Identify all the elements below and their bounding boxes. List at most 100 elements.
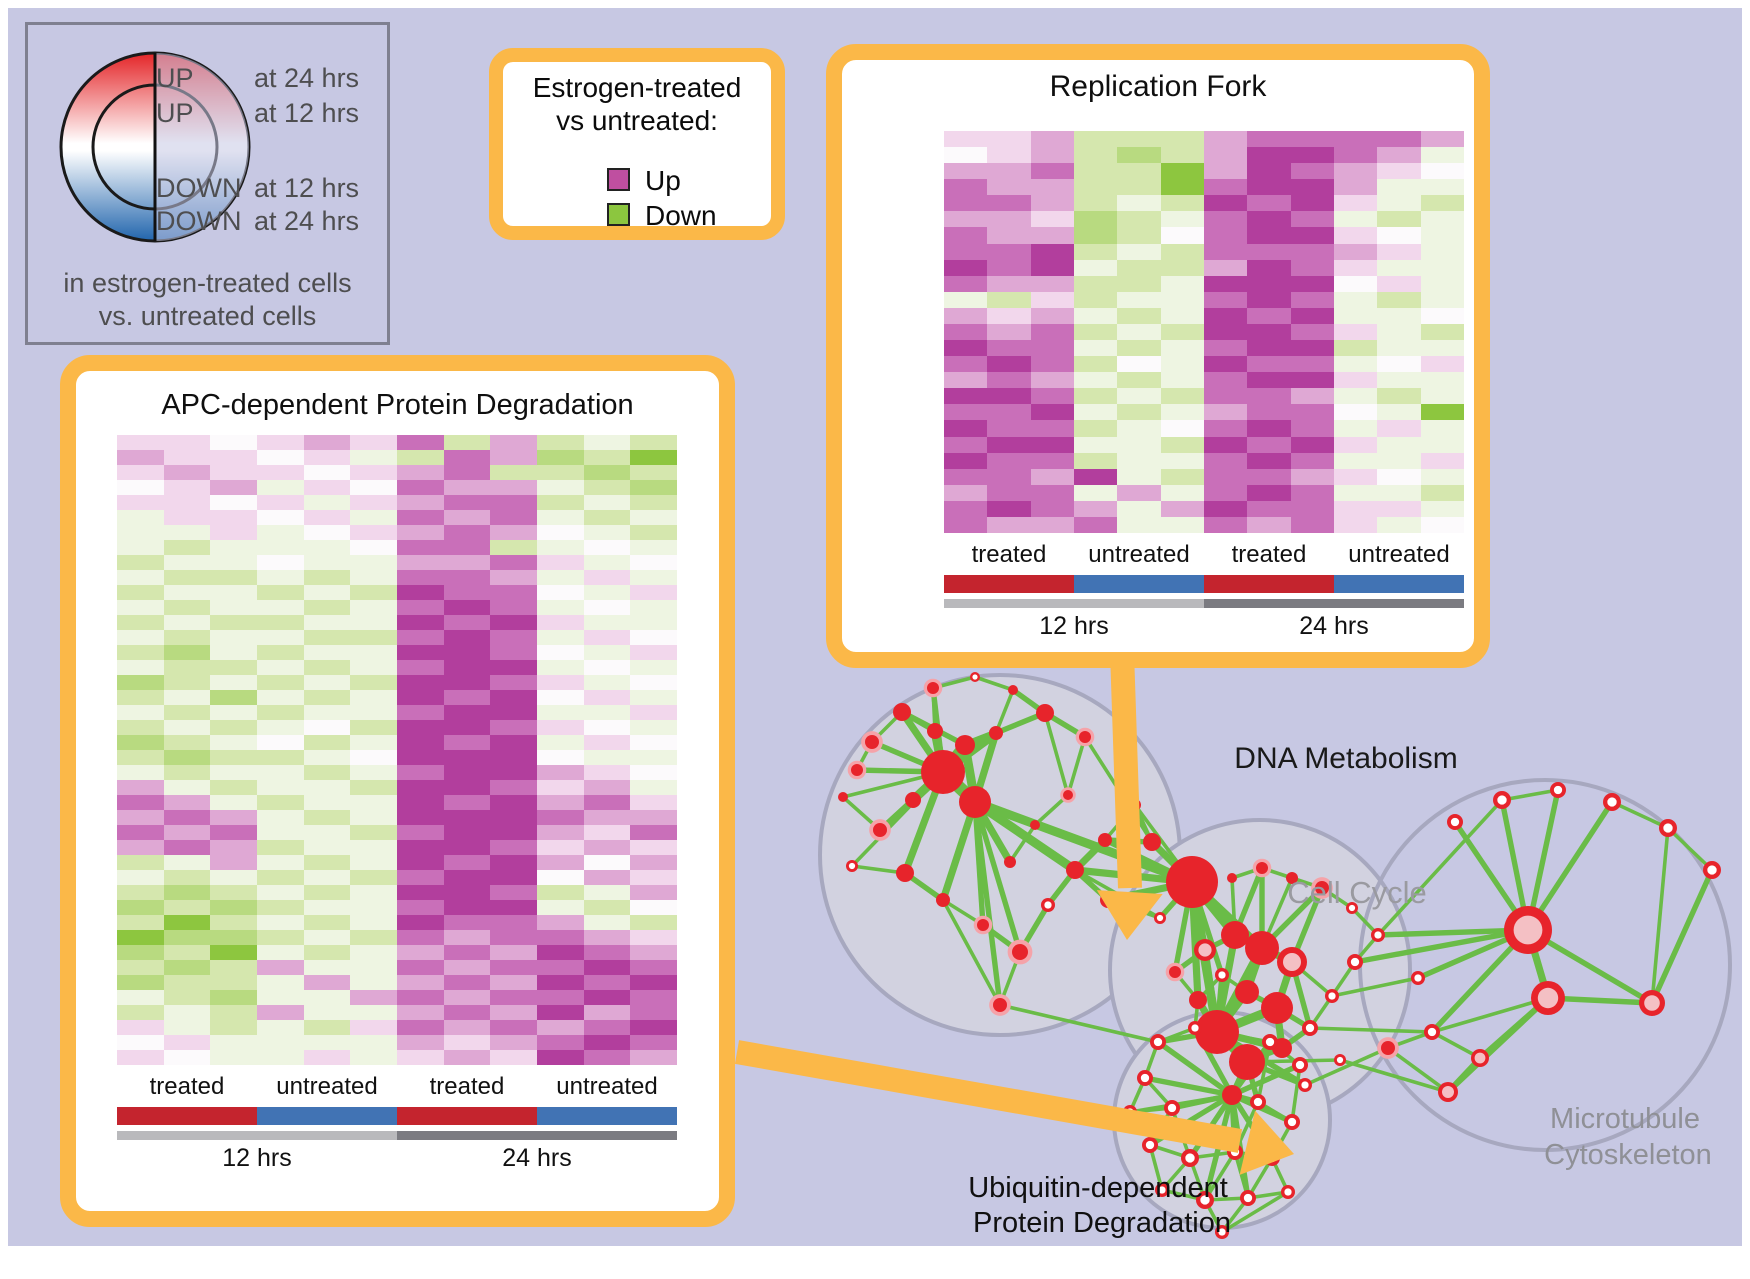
node-center-white: [1450, 817, 1460, 827]
condition-color-bars: [944, 575, 1464, 593]
network-node: [1098, 833, 1112, 847]
network-node: [1008, 685, 1018, 695]
node-center-pink: [1644, 995, 1660, 1011]
network-node: [1245, 931, 1279, 965]
legend-time: at 24 hrs: [254, 63, 360, 93]
legend-direction: DOWN: [156, 206, 242, 236]
network-node: [936, 893, 950, 907]
node-center-white: [1348, 904, 1356, 912]
condition-label: treated: [429, 1073, 505, 1100]
network-node: [865, 735, 879, 749]
node-center-white: [1607, 797, 1617, 807]
legend-time: at 12 hrs: [254, 98, 360, 128]
time-labels: 12 hrs 24 hrs: [117, 1144, 677, 1174]
condition-label: untreated: [556, 1073, 658, 1100]
condition-label: treated: [1231, 541, 1307, 568]
network-label: DNA Metabolism: [1234, 742, 1457, 775]
network-edge: [974, 675, 1014, 692]
network-edge: [1221, 1190, 1289, 1234]
node-center-white: [1140, 1073, 1150, 1083]
up-label: Up: [645, 165, 681, 196]
network-node: [893, 703, 911, 721]
time-labels: 12 hrs 24 hrs: [944, 612, 1464, 642]
network-node: [1227, 873, 1237, 883]
down-swatch: [607, 203, 630, 226]
network-node: [1079, 731, 1091, 743]
network-node: [1030, 820, 1040, 830]
network-edge: [1649, 868, 1715, 1005]
replication-fork-panel: Replication Fork treated untreated treated…: [826, 44, 1490, 668]
node-center-white: [1497, 795, 1507, 805]
network-node: [1189, 991, 1207, 1009]
time-color-bars: [944, 599, 1464, 608]
network-node: [873, 823, 887, 837]
node-center-white: [1427, 1027, 1437, 1037]
updown-circle-diagram: [59, 51, 251, 243]
network-edge: [972, 798, 1078, 874]
network-edge: [1354, 927, 1529, 965]
time-bar-24hrs: [397, 1131, 677, 1140]
network-edge: [939, 800, 979, 902]
node-center-white: [1044, 901, 1052, 909]
up-down-color-legend: Estrogen-treated vs untreated: Up Down: [489, 48, 785, 240]
network-node: [993, 998, 1007, 1012]
replication-fork-heatmap-block: treated untreated treated untreated 12 hrs 2…: [944, 131, 1464, 642]
network-edge: [1431, 1030, 1481, 1060]
untreated-bar: [1334, 575, 1464, 593]
node-center-white: [1301, 1081, 1309, 1089]
updown-circle-legend: UP at 24 hrs UP at 12 hrs DOWN at 12 hrs…: [25, 22, 390, 345]
network-node: [1222, 1085, 1242, 1105]
network-node: [1315, 881, 1329, 895]
network-edge: [1501, 788, 1559, 802]
network-node: [1066, 861, 1084, 879]
network-node: [1381, 1041, 1395, 1055]
network-node: [1261, 992, 1293, 1024]
legend-footer-line2: vs. untreated cells: [98, 301, 317, 331]
network-edge: [941, 899, 1002, 1006]
network-edge: [1386, 1046, 1450, 1094]
network-node: [1195, 1010, 1239, 1054]
time-label: 24 hrs: [502, 1144, 572, 1172]
untreated-bar: [537, 1107, 677, 1125]
node-center-white: [1287, 1117, 1297, 1127]
condition-labels: treated untreated treated untreated: [944, 541, 1464, 571]
network-edge: [1650, 827, 1670, 1004]
time-label: 24 hrs: [1299, 612, 1369, 640]
network-node: [977, 919, 989, 931]
network-edge: [1304, 1046, 1389, 1087]
replication-fork-to-dna-arrowhead: [1096, 890, 1163, 940]
network-node: [1166, 856, 1218, 908]
node-center-pink: [1537, 987, 1559, 1009]
node-center-white: [1158, 1186, 1166, 1194]
network-node: [1229, 1044, 1265, 1080]
apc-heatmap-block: treated untreated treated untreated 12 hrs 2…: [117, 435, 677, 1174]
node-center-white: [848, 862, 856, 870]
faded-right-half: [155, 53, 249, 241]
network-edge: [972, 801, 1023, 953]
network-node: [1063, 790, 1073, 800]
network-label: Cytoskeleton: [1544, 1139, 1712, 1171]
network-edge: [1377, 927, 1529, 938]
apc-title: APC-dependent Protein Degradation: [161, 389, 634, 421]
node-center-pink: [1513, 915, 1543, 945]
treated-bar: [944, 575, 1074, 593]
network-edge: [994, 689, 1015, 734]
network-label: Microtubule: [1550, 1103, 1700, 1135]
legend-time: at 12 hrs: [254, 173, 360, 203]
network-edge: [1309, 1026, 1433, 1034]
up-swatch: [607, 168, 630, 191]
untreated-bar: [1074, 575, 1204, 593]
apc-to-ubiquitin-arrowhead: [1239, 1110, 1294, 1175]
node-center-white: [1218, 1228, 1226, 1236]
network-edge: [1008, 823, 1037, 864]
network-edge: [1446, 996, 1550, 1094]
network-node: [851, 764, 863, 776]
node-center-white: [1414, 974, 1422, 982]
node-center-pink: [1283, 953, 1301, 971]
network-edge: [1547, 995, 1653, 1006]
untreated-bar: [257, 1107, 397, 1125]
node-center-white: [1253, 1097, 1263, 1107]
network-edge: [1331, 976, 1419, 998]
node-center-white: [1191, 1024, 1199, 1032]
